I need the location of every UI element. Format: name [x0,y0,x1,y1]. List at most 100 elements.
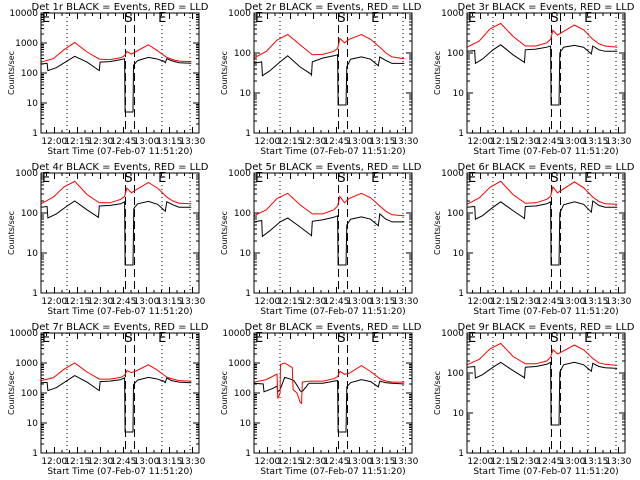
x-tick-label: 13:30 [605,137,631,147]
detector-panel-3: Det 3r BLACK = Events, RED = LLD 1 10 100 10… [433,2,635,157]
y-axis-label: Counts/sec [433,371,442,415]
y-tick-label: 1 [245,129,251,139]
y-tick-label: 1 [32,289,38,299]
x-tick-label: 13:15 [582,297,608,307]
marker-label-e: E [158,11,166,26]
y-tick-label: 1 [458,289,464,299]
y-tick-label: 10000 [9,329,38,339]
x-tick-label: 13:30 [392,457,418,467]
x-tick-label: 13:30 [605,457,631,467]
x-tick-label: 12:45 [536,297,562,307]
events-series-line [466,361,618,426]
x-tick-label: 13:00 [133,137,159,147]
x-tick-label: 12:45 [110,137,136,147]
x-tick-label: 12:30 [513,297,539,307]
marker-label-e: E [158,331,166,346]
x-axis-label: Start Time (07-Feb-07 11:51:20) [473,467,618,477]
plot-frame [466,12,626,134]
x-axis-label: Start Time (07-Feb-07 11:51:20) [47,307,192,317]
x-tick-label: 12:45 [323,297,349,307]
x-tick-label: 13:30 [392,137,418,147]
plot-frame [466,332,626,454]
lld-series-line [466,22,618,48]
panel-title: Det 3r BLACK = Events, RED = LLD [458,2,635,13]
events-series-line [466,200,618,266]
lld-series-line [466,180,618,205]
y-tick-label: 1000 [441,169,464,179]
events-series-line [40,375,192,433]
marker-label-e: E [255,331,263,346]
panel-title: Det 2r BLACK = Events, RED = LLD [245,2,422,13]
y-tick-label: 100 [447,49,464,59]
x-tick-label: 12:00 [467,297,493,307]
x-tick-label: 12:30 [300,297,326,307]
panel-title: Det 8r BLACK = Events, RED = LLD [245,322,422,333]
x-tick-label: 13:15 [369,457,395,467]
y-tick-label: 1000 [15,39,38,49]
y-tick-label: 1 [32,129,38,139]
x-tick-label: 12:30 [87,297,113,307]
detector-panel-9: Det 9r BLACK = Events, RED = LLD 1 10 100 10… [433,322,635,477]
detector-panel-7: Det 7r BLACK = Events, RED = LLD 1 10 100 10… [7,322,209,477]
events-series-line [40,200,192,266]
x-tick-label: 12:45 [110,297,136,307]
x-tick-label: 13:15 [582,137,608,147]
marker-label-e: E [42,171,50,186]
events-series-line [253,376,405,433]
y-tick-label: 10 [240,89,252,99]
y-tick-label: 100 [234,209,251,219]
marker-label-e: E [468,171,476,186]
lld-series-line [253,192,405,217]
x-tick-label: 13:00 [133,297,159,307]
plot-frame [40,332,200,454]
marker-label-e: E [468,331,476,346]
events-series-line [40,55,192,113]
detector-panel-6: Det 6r BLACK = Events, RED = LLD 1 10 100 10… [433,162,635,317]
x-tick-label: 13:15 [156,297,182,307]
x-tick-label: 13:30 [179,457,205,467]
x-tick-label: 12:30 [513,457,539,467]
x-tick-label: 12:15 [277,297,303,307]
x-tick-label: 13:30 [392,297,418,307]
marker-label-e: E [42,11,50,26]
lld-series-line [40,362,192,382]
detector-panel-4: Det 4r BLACK = Events, RED = LLD 1 10 100 10… [7,162,209,317]
plot-frame [253,332,413,454]
marker-label-e: E [584,331,592,346]
y-tick-label: 100 [447,209,464,219]
y-tick-label: 1 [458,129,464,139]
x-tick-label: 13:00 [559,297,585,307]
x-tick-label: 12:15 [277,457,303,467]
x-tick-label: 12:45 [536,137,562,147]
x-tick-label: 13:00 [346,297,372,307]
y-tick-label: 100 [234,49,251,59]
x-axis-label: Start Time (07-Feb-07 11:51:20) [260,147,405,157]
x-axis-label: Start Time (07-Feb-07 11:51:20) [47,467,192,477]
y-tick-label: 1 [245,289,251,299]
marker-label-s: S [124,331,132,346]
y-tick-label: 1000 [441,329,464,339]
y-tick-label: 1 [245,449,251,459]
x-tick-label: 12:30 [513,137,539,147]
y-tick-label: 1 [458,449,464,459]
plot-frame [40,12,200,134]
lld-series-line [466,342,618,366]
x-tick-label: 12:00 [254,457,280,467]
marker-label-s: S [550,11,558,26]
y-tick-label: 10000 [9,9,38,19]
y-tick-label: 1000 [228,9,251,19]
marker-label-e: E [42,331,50,346]
y-tick-label: 10 [453,409,465,419]
marker-label-s: S [124,171,132,186]
marker-label-e: E [468,11,476,26]
x-tick-label: 12:15 [64,457,90,467]
y-tick-label: 10 [27,249,39,259]
y-axis-label: Counts/sec [220,371,229,415]
x-tick-label: 12:00 [41,457,67,467]
x-tick-label: 12:15 [64,297,90,307]
x-tick-label: 13:15 [582,457,608,467]
detector-panel-8: Det 8r BLACK = Events, RED = LLD 1 10 100 10… [220,322,422,477]
x-tick-label: 12:45 [536,457,562,467]
y-axis-label: Counts/sec [220,51,229,95]
